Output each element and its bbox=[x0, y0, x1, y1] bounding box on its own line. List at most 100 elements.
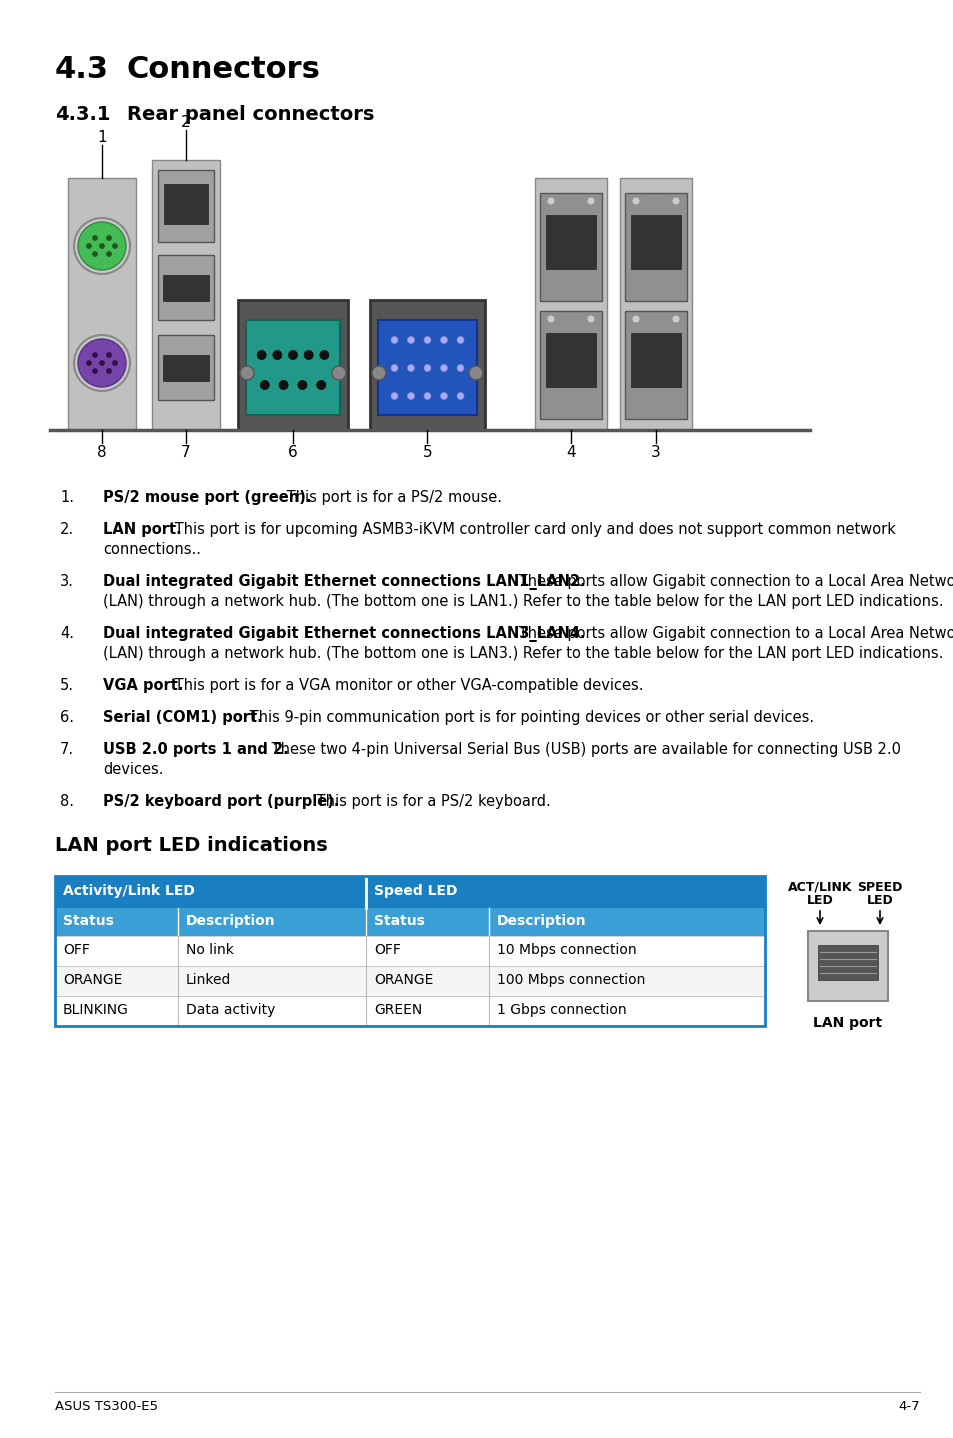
Circle shape bbox=[107, 352, 112, 358]
Text: 1.: 1. bbox=[60, 490, 74, 505]
FancyBboxPatch shape bbox=[366, 907, 489, 936]
Circle shape bbox=[92, 236, 97, 240]
Text: LAN port: LAN port bbox=[813, 1017, 882, 1030]
Circle shape bbox=[391, 336, 397, 344]
Text: ASUS TS300-E5: ASUS TS300-E5 bbox=[55, 1401, 158, 1414]
Circle shape bbox=[440, 364, 447, 371]
FancyBboxPatch shape bbox=[619, 178, 691, 430]
Text: Serial (COM1) port.: Serial (COM1) port. bbox=[103, 710, 262, 725]
Text: 4.3: 4.3 bbox=[55, 55, 109, 83]
Text: Rear panel connectors: Rear panel connectors bbox=[127, 105, 374, 124]
Text: Linked: Linked bbox=[186, 974, 232, 986]
Text: devices.: devices. bbox=[103, 762, 163, 777]
Text: This port is for upcoming ASMB3-iKVM controller card only and does not support c: This port is for upcoming ASMB3-iKVM con… bbox=[170, 522, 895, 536]
Text: 2.: 2. bbox=[60, 522, 74, 536]
FancyBboxPatch shape bbox=[68, 178, 136, 430]
Text: USB 2.0 ports 1 and 2.: USB 2.0 ports 1 and 2. bbox=[103, 742, 289, 756]
Circle shape bbox=[87, 243, 91, 249]
Text: LAN port.: LAN port. bbox=[103, 522, 182, 536]
FancyBboxPatch shape bbox=[489, 907, 764, 936]
Circle shape bbox=[107, 252, 112, 256]
Circle shape bbox=[78, 339, 126, 387]
FancyBboxPatch shape bbox=[377, 321, 476, 416]
Circle shape bbox=[332, 367, 346, 380]
Text: LED: LED bbox=[865, 894, 892, 907]
FancyBboxPatch shape bbox=[55, 907, 178, 936]
FancyBboxPatch shape bbox=[237, 301, 348, 430]
Text: 4: 4 bbox=[565, 444, 576, 460]
FancyBboxPatch shape bbox=[164, 184, 208, 224]
Circle shape bbox=[546, 315, 555, 324]
Circle shape bbox=[456, 336, 463, 344]
Text: ORANGE: ORANGE bbox=[374, 974, 433, 986]
Circle shape bbox=[391, 393, 397, 400]
FancyBboxPatch shape bbox=[246, 321, 339, 416]
Circle shape bbox=[87, 361, 91, 365]
FancyBboxPatch shape bbox=[545, 214, 596, 269]
Circle shape bbox=[260, 381, 269, 390]
Text: Connectors: Connectors bbox=[127, 55, 320, 83]
Text: 8.: 8. bbox=[60, 794, 74, 810]
Circle shape bbox=[74, 219, 130, 275]
Text: 4-7: 4-7 bbox=[898, 1401, 919, 1414]
Text: 4.3.1: 4.3.1 bbox=[55, 105, 111, 124]
Circle shape bbox=[107, 236, 112, 240]
Text: Speed LED: Speed LED bbox=[374, 884, 457, 897]
Text: OFF: OFF bbox=[374, 943, 400, 958]
Circle shape bbox=[316, 381, 325, 390]
FancyBboxPatch shape bbox=[158, 170, 213, 242]
Circle shape bbox=[304, 351, 313, 360]
Circle shape bbox=[423, 336, 431, 344]
Text: LED: LED bbox=[806, 894, 833, 907]
Text: (LAN) through a network hub. (The bottom one is LAN1.) Refer to the table below : (LAN) through a network hub. (The bottom… bbox=[103, 594, 943, 610]
FancyBboxPatch shape bbox=[158, 255, 213, 321]
Circle shape bbox=[78, 221, 126, 270]
Text: These ports allow Gigabit connection to a Local Area Network: These ports allow Gigabit connection to … bbox=[514, 626, 953, 641]
FancyBboxPatch shape bbox=[163, 275, 209, 301]
Circle shape bbox=[456, 393, 463, 400]
Text: 10 Mbps connection: 10 Mbps connection bbox=[497, 943, 636, 958]
FancyBboxPatch shape bbox=[55, 876, 366, 907]
Text: GREEN: GREEN bbox=[374, 1002, 422, 1017]
FancyBboxPatch shape bbox=[535, 178, 606, 430]
Circle shape bbox=[423, 393, 431, 400]
FancyBboxPatch shape bbox=[55, 966, 764, 997]
FancyBboxPatch shape bbox=[366, 876, 764, 907]
Circle shape bbox=[297, 381, 307, 390]
FancyBboxPatch shape bbox=[152, 160, 220, 430]
FancyBboxPatch shape bbox=[55, 936, 764, 966]
Text: 1 Gbps connection: 1 Gbps connection bbox=[497, 1002, 626, 1017]
Text: Description: Description bbox=[497, 915, 586, 928]
Circle shape bbox=[92, 252, 97, 256]
Circle shape bbox=[257, 351, 266, 360]
Circle shape bbox=[92, 352, 97, 358]
Circle shape bbox=[99, 361, 105, 365]
Text: LAN port LED indications: LAN port LED indications bbox=[55, 835, 328, 856]
Circle shape bbox=[240, 367, 253, 380]
Text: connections..: connections.. bbox=[103, 542, 201, 557]
Text: Dual integrated Gigabit Ethernet connections LAN1_LAN2.: Dual integrated Gigabit Ethernet connect… bbox=[103, 574, 585, 590]
Text: OFF: OFF bbox=[63, 943, 90, 958]
Circle shape bbox=[107, 368, 112, 374]
Circle shape bbox=[391, 364, 397, 371]
Text: 5.: 5. bbox=[60, 677, 74, 693]
Text: 7.: 7. bbox=[60, 742, 74, 756]
Text: 8: 8 bbox=[97, 444, 107, 460]
FancyBboxPatch shape bbox=[624, 311, 686, 418]
Text: These two 4-pin Universal Serial Bus (USB) ports are available for connecting US: These two 4-pin Universal Serial Bus (US… bbox=[267, 742, 901, 756]
FancyBboxPatch shape bbox=[545, 332, 596, 387]
Text: (LAN) through a network hub. (The bottom one is LAN3.) Refer to the table below : (LAN) through a network hub. (The bottom… bbox=[103, 646, 943, 661]
Text: PS/2 mouse port (green).: PS/2 mouse port (green). bbox=[103, 490, 312, 505]
Circle shape bbox=[407, 393, 414, 400]
Text: This port is for a VGA monitor or other VGA-compatible devices.: This port is for a VGA monitor or other … bbox=[170, 677, 643, 693]
Circle shape bbox=[440, 336, 447, 344]
FancyBboxPatch shape bbox=[807, 930, 887, 1001]
Circle shape bbox=[273, 351, 281, 360]
Circle shape bbox=[372, 367, 386, 380]
Text: 7: 7 bbox=[181, 444, 191, 460]
FancyBboxPatch shape bbox=[178, 907, 366, 936]
Circle shape bbox=[288, 351, 297, 360]
Text: 6.: 6. bbox=[60, 710, 74, 725]
Text: VGA port.: VGA port. bbox=[103, 677, 183, 693]
FancyBboxPatch shape bbox=[370, 301, 484, 430]
